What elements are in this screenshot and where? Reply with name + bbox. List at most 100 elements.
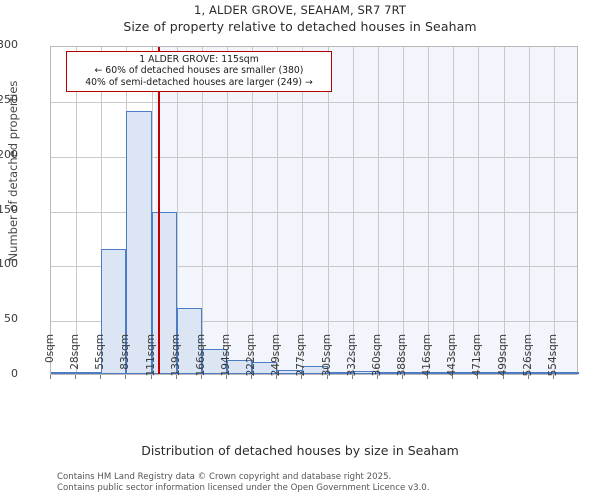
property-annotation-box: 1 ALDER GROVE: 115sqm ← 60% of detached … xyxy=(66,51,332,92)
x-axis-tick-label: 471sqm xyxy=(471,334,483,377)
page-title: 1, ALDER GROVE, SEAHAM, SR7 7RT xyxy=(194,3,406,17)
x-axis-tick-label: 332sqm xyxy=(346,334,358,377)
footer-line-1: Contains HM Land Registry data © Crown c… xyxy=(57,472,392,482)
y-axis-tick-label: 100 xyxy=(0,257,18,271)
x-axis-tick-mark xyxy=(276,375,277,379)
x-axis-tick-label: 139sqm xyxy=(170,334,182,377)
histogram-bar xyxy=(101,248,126,374)
x-axis-tick-label: 55sqm xyxy=(94,334,106,370)
histogram-bar xyxy=(152,211,177,374)
x-axis-tick-label: 111sqm xyxy=(145,334,157,377)
y-axis-title: Number of detached properties xyxy=(6,80,20,262)
x-axis-tick-mark xyxy=(327,375,328,379)
gridline-vertical xyxy=(453,47,454,374)
histogram-bar xyxy=(76,372,101,374)
shaded-region-larger xyxy=(155,47,577,374)
x-axis-tick-mark xyxy=(377,375,378,379)
histogram-bar xyxy=(428,371,453,374)
x-axis-tick-mark xyxy=(301,375,302,379)
x-axis-tick-mark xyxy=(201,375,202,379)
x-axis-tick-label: 194sqm xyxy=(220,334,232,377)
y-axis-tick-label: 300 xyxy=(0,38,18,51)
histogram-bar xyxy=(403,372,428,374)
histogram-bar xyxy=(529,372,554,374)
histogram-bar xyxy=(177,308,202,374)
gridline-vertical xyxy=(428,47,429,374)
histogram-bar xyxy=(554,372,579,374)
gridline-vertical xyxy=(101,47,102,374)
x-axis-tick-mark xyxy=(75,375,76,379)
histogram-bar xyxy=(227,359,252,374)
y-axis-tick-label: 0 xyxy=(11,367,18,380)
footer-line-2: Contains public sector information licen… xyxy=(57,483,430,494)
x-axis-tick-mark xyxy=(503,375,504,379)
gridline-vertical xyxy=(504,47,505,374)
y-axis-tick-label: 200 xyxy=(0,147,18,161)
gridline-vertical xyxy=(554,47,555,374)
x-axis-tick-label: 277sqm xyxy=(295,334,307,377)
x-axis-tick-mark xyxy=(528,375,529,379)
x-axis-tick-label: 443sqm xyxy=(446,334,458,377)
histogram-bar xyxy=(328,372,353,374)
y-axis-tick-label: 150 xyxy=(0,202,18,216)
x-axis-tick-label: 222sqm xyxy=(245,334,257,377)
annotation-line-3: 40% of semi-detached houses are larger (… xyxy=(85,76,313,88)
x-axis-tick-label: 28sqm xyxy=(69,334,81,370)
gridline-vertical xyxy=(478,47,479,374)
x-axis-tick-label: 388sqm xyxy=(396,334,408,377)
x-axis-tick-mark xyxy=(151,375,152,379)
histogram-bar xyxy=(202,348,227,374)
gridline-vertical xyxy=(202,47,203,374)
x-axis-tick-mark xyxy=(553,375,554,379)
histogram-bar xyxy=(252,361,277,374)
x-axis-title: Distribution of detached houses by size … xyxy=(141,443,459,458)
x-axis-tick-mark xyxy=(176,375,177,379)
gridline-vertical xyxy=(328,47,329,374)
gridline-horizontal xyxy=(51,156,577,158)
x-axis-tick-mark xyxy=(402,375,403,379)
histogram-bar xyxy=(478,372,504,374)
gridline-vertical xyxy=(76,47,77,374)
x-axis-tick-label: 499sqm xyxy=(497,334,509,377)
histogram-bar xyxy=(453,372,478,374)
gridline-vertical xyxy=(152,47,153,374)
x-axis-tick-label: 166sqm xyxy=(195,334,207,377)
histogram-bar xyxy=(353,370,378,374)
attribution-footer: Contains HM Land Registry data © Crown c… xyxy=(57,472,429,495)
x-axis-tick-mark xyxy=(452,375,453,379)
x-axis-tick-mark xyxy=(100,375,101,379)
x-axis-tick-mark xyxy=(50,375,51,379)
histogram-bar xyxy=(302,366,328,374)
x-axis-tick-mark xyxy=(352,375,353,379)
gridline-vertical xyxy=(353,47,354,374)
x-axis-tick-label: 249sqm xyxy=(270,334,282,377)
x-axis-tick-mark xyxy=(226,375,227,379)
y-axis-tick-label: 50 xyxy=(4,312,18,326)
x-axis-tick-label: 360sqm xyxy=(371,334,383,377)
chart-subtitle: Size of property relative to detached ho… xyxy=(123,19,477,34)
x-axis-tick-mark xyxy=(477,375,478,379)
histogram-bar xyxy=(277,369,302,374)
gridline-vertical xyxy=(252,47,253,374)
histogram-bars xyxy=(51,47,579,374)
x-axis-tick-label: 83sqm xyxy=(119,334,131,370)
histogram-bar xyxy=(51,372,76,374)
property-marker-line xyxy=(158,47,161,374)
x-axis-tick-label: 0sqm xyxy=(44,334,56,364)
x-axis-tick-label: 526sqm xyxy=(522,334,534,377)
x-axis-tick-mark xyxy=(251,375,252,379)
histogram-bar xyxy=(126,110,152,374)
gridline-horizontal xyxy=(51,266,577,268)
gridline-vertical xyxy=(302,47,303,374)
x-axis-tick-mark xyxy=(125,375,126,379)
x-axis-tick-label: 554sqm xyxy=(547,334,559,377)
gridline-horizontal xyxy=(51,211,577,213)
x-axis-tick-mark xyxy=(427,375,428,379)
gridline-vertical xyxy=(177,47,178,374)
y-axis-tick-label: 250 xyxy=(0,92,18,106)
plot-area: 1 ALDER GROVE: 115sqm ← 60% of detached … xyxy=(50,46,579,375)
gridline-vertical xyxy=(529,47,530,374)
histogram-bar xyxy=(378,372,403,374)
gridline-vertical xyxy=(378,47,379,374)
gridline-vertical xyxy=(403,47,404,374)
